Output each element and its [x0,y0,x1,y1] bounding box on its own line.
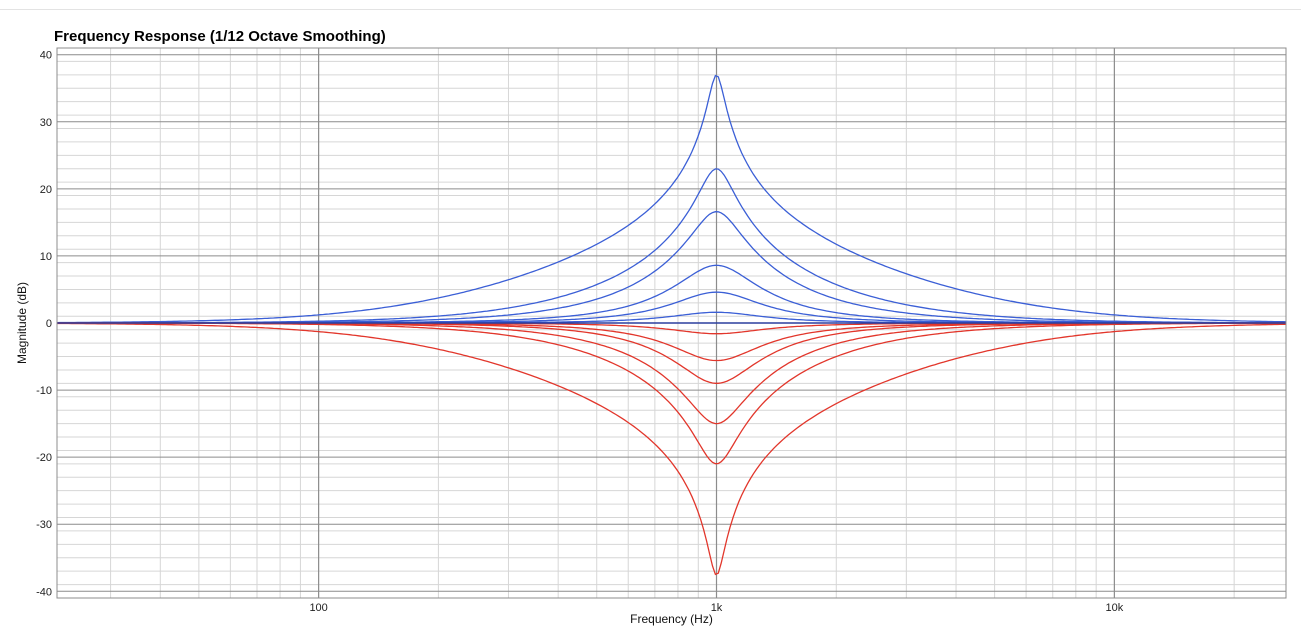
x-axis-title: Frequency (Hz) [630,612,713,626]
cut-curve [57,322,1287,576]
y-axis-title: Magnitude (dB) [15,282,29,364]
y-tick-label: -30 [36,519,52,531]
y-tick-label: 20 [40,184,52,196]
y-tick-label: -20 [36,452,52,464]
x-tick-label: 1k [711,602,723,614]
y-tick-label: 0 [46,318,52,330]
x-tick-labels: 100 1k 10k [309,602,1123,614]
y-tick-label: 10 [40,251,52,263]
chart-title: Frequency Response (1/12 Octave Smoothin… [54,28,386,45]
y-tick-label: 40 [40,50,52,62]
boost-curve [56,74,1287,324]
minor-grid [57,47,1286,599]
major-grid [57,48,1286,598]
y-tick-label: -40 [36,586,52,598]
y-tick-label: -10 [36,385,52,397]
x-tick-label: 10k [1105,602,1123,614]
plot-frame [56,47,1287,599]
top-divider [0,9,1301,10]
response-curves [56,74,1287,576]
x-tick-label: 100 [309,602,327,614]
y-tick-label: 30 [40,117,52,129]
y-tick-labels: 40 30 20 10 0 -10 -20 -30 -40 [36,50,52,599]
